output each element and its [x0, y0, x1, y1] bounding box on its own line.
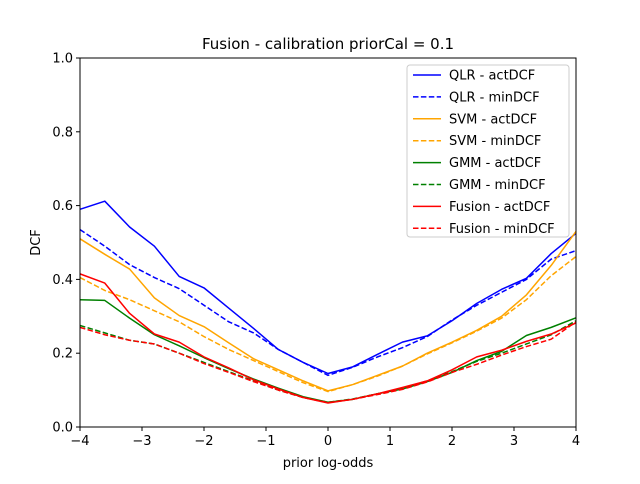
- series-line-1: [79, 228, 577, 377]
- x-tick-label: 1: [386, 434, 394, 449]
- series-line-6: [79, 273, 577, 404]
- chart-title: Fusion - calibration priorCal = 0.1: [202, 35, 454, 53]
- x-axis-ticks: −4 −3 −2 −1 0 1 2 3 4: [70, 427, 580, 449]
- x-tick-label: −2: [194, 434, 213, 449]
- y-tick-label: 0.6: [52, 199, 73, 214]
- legend-label-0: QLR - actDCF: [449, 69, 535, 84]
- legend-label-6: Fusion - actDCF: [449, 200, 550, 215]
- x-tick-label: −1: [256, 434, 275, 449]
- legend-label-2: SVM - actDCF: [449, 112, 537, 127]
- plot-lines: [79, 200, 577, 404]
- y-tick-label: 0.8: [52, 125, 73, 140]
- x-tick-label: 0: [324, 434, 332, 449]
- x-tick-label: −3: [132, 434, 151, 449]
- legend-label-7: Fusion - minDCF: [449, 222, 555, 237]
- y-axis-ticks: 0.0 0.2 0.4 0.6 0.8 1.0: [52, 52, 80, 436]
- y-axis-label: DCF: [29, 229, 44, 256]
- legend-label-3: SVM - minDCF: [449, 134, 541, 149]
- x-tick-label: 4: [572, 434, 580, 449]
- y-tick-label: 0.2: [52, 347, 73, 362]
- legend: QLR - actDCF QLR - minDCF SVM - actDCF SVM …: [406, 64, 570, 238]
- x-tick-label: −4: [70, 434, 89, 449]
- x-tick-label: 3: [510, 434, 518, 449]
- series-line-3: [79, 255, 577, 393]
- legend-box: [406, 64, 570, 238]
- y-tick-label: 0.4: [52, 273, 73, 288]
- series-line-7: [79, 321, 577, 404]
- series-line-0: [79, 200, 577, 375]
- legend-label-5: GMM - minDCF: [449, 178, 546, 193]
- y-tick-label: 1.0: [52, 52, 73, 67]
- legend-label-4: GMM - actDCF: [449, 156, 541, 171]
- x-tick-label: 2: [448, 434, 456, 449]
- x-axis-label: prior log-odds: [283, 456, 374, 471]
- y-tick-label: 0.0: [52, 421, 73, 436]
- legend-label-1: QLR - minDCF: [449, 90, 540, 105]
